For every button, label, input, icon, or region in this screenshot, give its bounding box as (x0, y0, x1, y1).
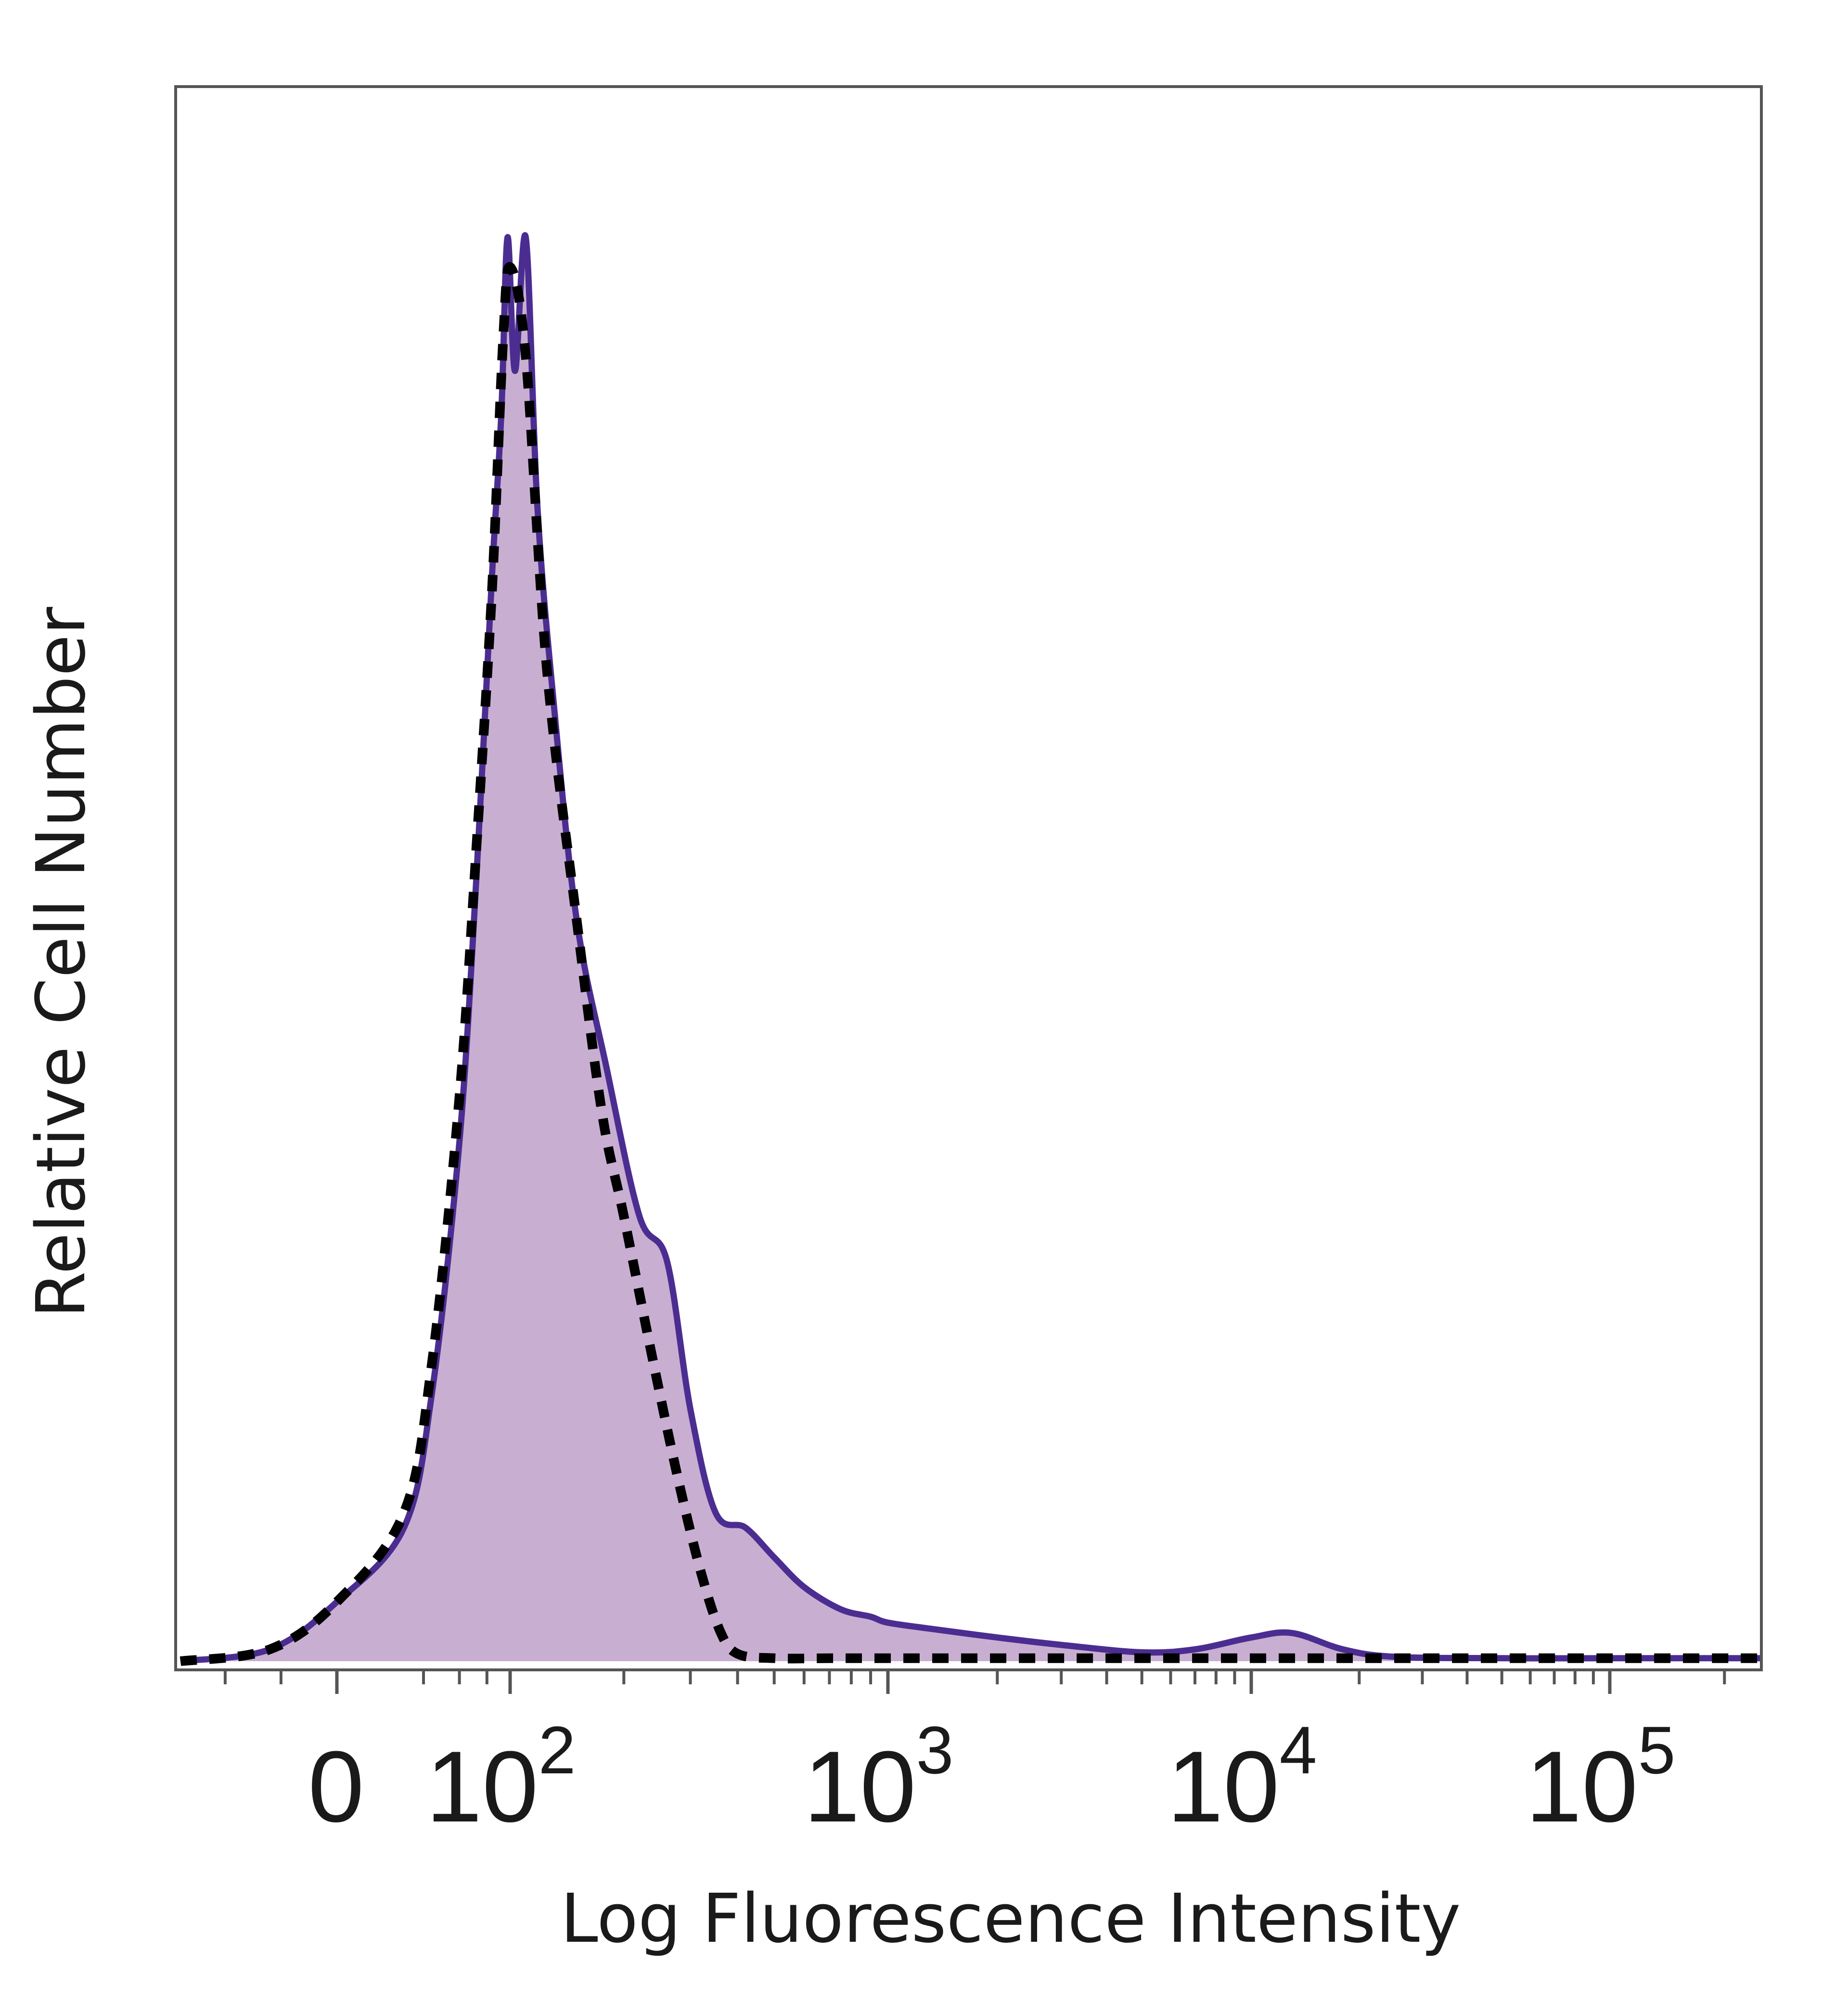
x-axis-title: Log Fluorescence Intensity (561, 1880, 1461, 1958)
series-0-line (180, 232, 1761, 1665)
y-axis-title: Relative Cell Number (22, 607, 101, 1318)
x-tick-label: 102 (426, 1712, 576, 1843)
x-tick-label: 104 (1167, 1712, 1317, 1843)
x-tick-label: 105 (1526, 1712, 1675, 1843)
plot-frame (174, 85, 1763, 1671)
label-layer: 0 102 103 104 105 (308, 1712, 1675, 1843)
plot-layer (180, 232, 1761, 1666)
series-1-line (180, 262, 1761, 1666)
series-0-fill (180, 235, 1761, 1662)
x-tick-label: 0 (308, 1730, 364, 1843)
x-tick-label: 103 (804, 1712, 953, 1843)
tick-layer (223, 1670, 1726, 1694)
